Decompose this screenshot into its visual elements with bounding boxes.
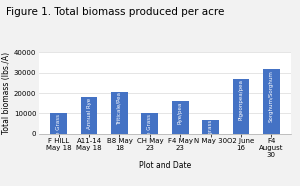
Text: Triticale/Pea: Triticale/Pea [117, 92, 122, 125]
Bar [111, 92, 128, 134]
Bar [263, 69, 280, 134]
Bar [142, 113, 158, 134]
Text: Pigeonpea/pea: Pigeonpea/pea [238, 79, 243, 120]
Y-axis label: Total biomass (lbs./A): Total biomass (lbs./A) [2, 52, 11, 134]
Text: Sorghum/Sorghum: Sorghum/Sorghum [269, 70, 274, 122]
Text: Rye/pea: Rye/pea [178, 102, 183, 124]
Text: Annual Rye: Annual Rye [87, 97, 92, 129]
Text: Pasture Grass: Pasture Grass [56, 114, 61, 152]
Bar [232, 79, 249, 134]
Bar [81, 97, 98, 134]
Bar [50, 113, 67, 134]
Bar [172, 101, 188, 134]
Text: Pasture grass: Pasture grass [208, 120, 213, 157]
Bar [202, 120, 219, 134]
X-axis label: Plot and Date: Plot and Date [139, 161, 191, 170]
Text: Pasture Grass: Pasture Grass [147, 114, 152, 152]
Text: Figure 1. Total biomass produced per acre: Figure 1. Total biomass produced per acr… [6, 7, 224, 17]
